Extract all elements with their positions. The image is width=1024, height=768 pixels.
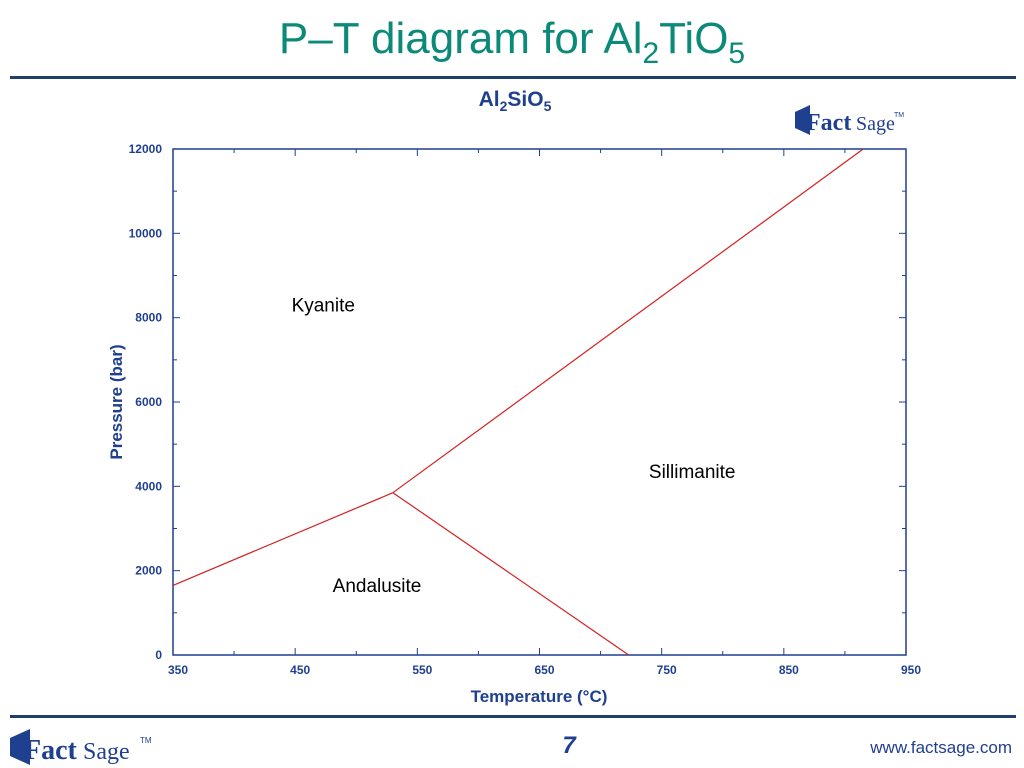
x-tick-label: 850 — [779, 663, 799, 677]
x-tick-label: 650 — [534, 663, 554, 677]
region-label: Kyanite — [292, 295, 355, 316]
x-tick-label: 450 — [290, 663, 310, 677]
y-tick-label: 6000 — [135, 395, 162, 409]
page-number: 7 — [562, 732, 576, 759]
factsage-footer-logo: Fact Sage TM — [8, 726, 158, 768]
axis-ticks — [172, 148, 907, 656]
svg-text:TM: TM — [894, 112, 904, 119]
y-tick-label: 8000 — [135, 311, 162, 325]
x-axis-label: Temperature (°C) — [471, 687, 608, 706]
y-tick-label: 2000 — [135, 564, 162, 578]
svg-text:Sage: Sage — [83, 739, 130, 765]
x-tick-label: 550 — [412, 663, 432, 677]
x-tick-label: 950 — [901, 663, 921, 677]
website-link[interactable]: www.factsage.com — [870, 738, 1012, 757]
y-tick-label: 0 — [155, 648, 162, 662]
phase-boundaries — [172, 148, 864, 656]
factsage-logo: Fact Sage TM — [793, 102, 908, 140]
y-tick-label: 12000 — [129, 142, 163, 156]
x-tick-label: 350 — [168, 663, 188, 677]
plot-frame — [172, 148, 907, 656]
y-tick-label: 10000 — [129, 226, 163, 240]
title-divider — [10, 76, 1016, 79]
svg-text:Fact: Fact — [24, 735, 78, 766]
x-tick-labels: 350 450 550 650 750 850 950 — [168, 663, 921, 677]
phase-boundary-line — [392, 148, 864, 494]
x-tick-label: 750 — [657, 663, 677, 677]
phase-boundary-line — [392, 492, 630, 656]
y-tick-labels: 0 2000 4000 6000 8000 10000 12000 — [129, 142, 163, 662]
y-axis-label: Pressure (bar) — [107, 344, 126, 459]
region-label: Sillimanite — [649, 462, 736, 483]
footer-divider — [10, 715, 1016, 718]
svg-text:Sage: Sage — [856, 113, 895, 135]
svg-text:TM: TM — [140, 736, 152, 745]
phase-boundary-line — [172, 492, 394, 586]
slide-title: P–T diagram for Al2TiO5 — [278, 14, 746, 70]
region-label: Andalusite — [333, 576, 422, 597]
chart-title: Al2SiO5 — [478, 88, 552, 114]
y-tick-label: 4000 — [135, 479, 162, 493]
svg-text:Fact: Fact — [806, 110, 851, 136]
region-labels: Kyanite Sillimanite Andalusite — [292, 295, 736, 596]
